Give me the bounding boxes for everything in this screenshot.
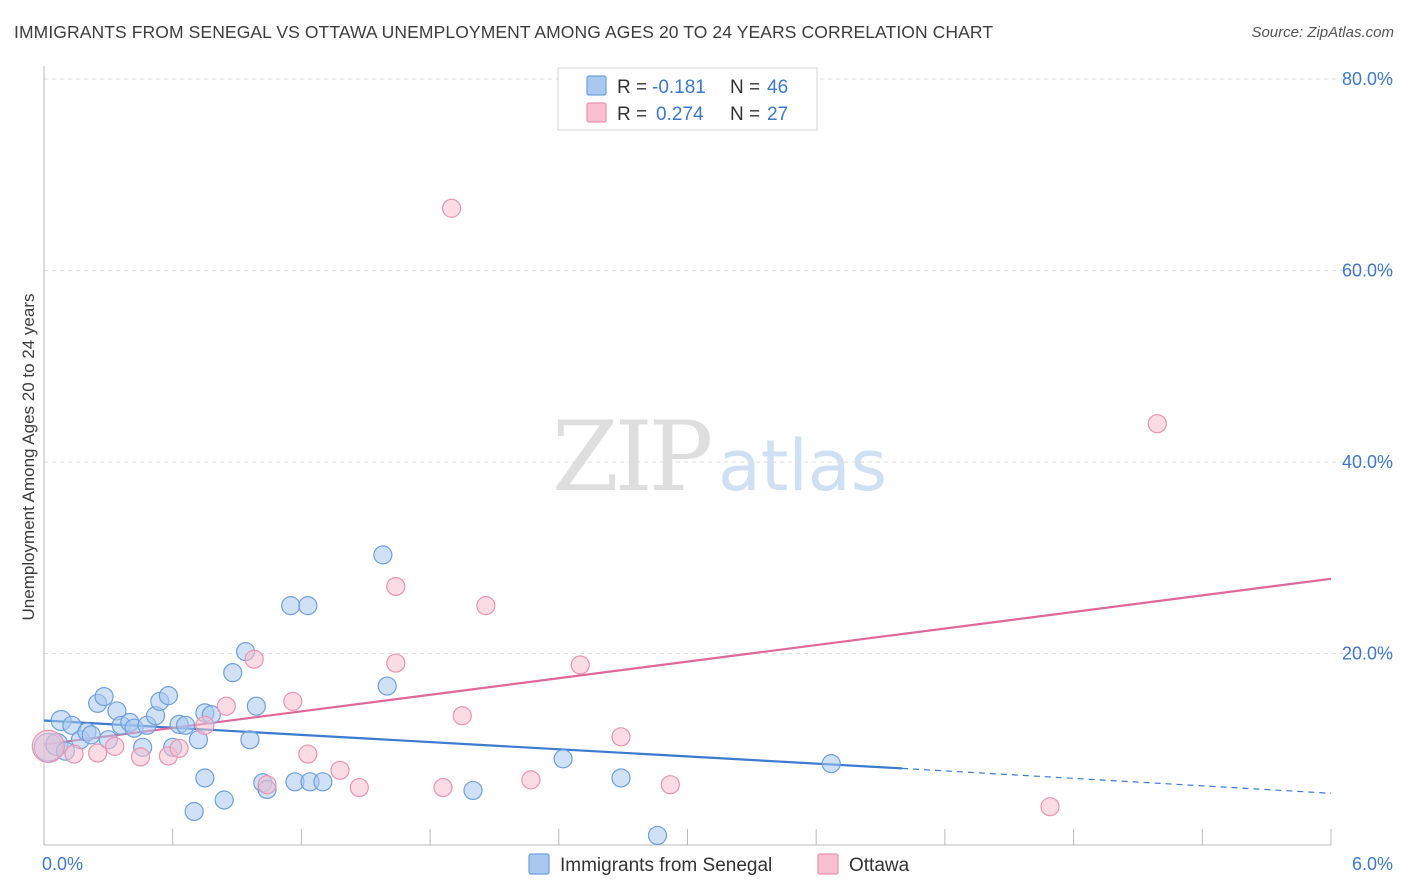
source-credit: Source: ZipAtlas.com	[1251, 24, 1394, 41]
senegal-point-45	[647, 825, 668, 846]
gridlines	[44, 78, 1392, 654]
ottawa-point-3	[105, 736, 125, 756]
senegal-point-25	[184, 801, 204, 822]
senegal-point-35	[281, 596, 301, 616]
x-tick-labels: 0.0% 6.0%	[42, 854, 1393, 874]
legend-r-label-senegal: R =	[617, 77, 647, 98]
legend-r-value-senegal: -0.181	[652, 77, 706, 98]
x-tick-label-1: 6.0%	[1352, 854, 1393, 874]
ottawa-point-9	[244, 649, 264, 669]
series-legend: Immigrants from Senegal Ottawa	[528, 853, 910, 876]
senegal-point-32	[246, 696, 266, 716]
ottawa-point-19	[452, 706, 472, 726]
chart-title: IMMIGRANTS FROM SENEGAL VS OTTAWA UNEMPL…	[14, 22, 994, 42]
legend-n-value-ottawa: 27	[767, 104, 788, 125]
ottawa-point-4	[130, 747, 151, 767]
ottawa-point-12	[298, 744, 318, 764]
senegal-point-42	[463, 780, 483, 801]
ottawa-point-2	[88, 743, 108, 763]
ottawa-point-21	[521, 770, 541, 790]
ottawa-point-8	[216, 696, 236, 716]
ottawa-point-13	[330, 760, 350, 780]
senegal-point-37	[298, 596, 318, 616]
legend-n-value-senegal: 46	[767, 77, 788, 98]
y-axis-label: Unemployment Among Ages 20 to 24 years	[19, 294, 38, 621]
ottawa-point-1	[64, 744, 84, 764]
ottawa-point-26	[1147, 414, 1167, 434]
ottawa-point-18	[441, 198, 462, 218]
stats-legend: R = -0.181 N = 46 R = 0.274 N = 27	[557, 67, 818, 131]
senegal-point-22	[175, 715, 196, 735]
y-tick-label-1: 40.0%	[1342, 452, 1393, 472]
ottawa-point-22	[570, 655, 590, 675]
senegal-point-39	[313, 772, 333, 792]
y-tick-labels: 20.0% 40.0% 60.0% 80.0%	[1342, 69, 1393, 664]
ottawa-point-16	[386, 576, 406, 597]
legend-r-label-ottawa: R =	[617, 104, 647, 125]
ottawa-point-25	[1040, 797, 1060, 817]
senegal-point-26	[195, 768, 215, 788]
ottawa-point-15	[386, 653, 406, 673]
y-tick-label-0: 20.0%	[1342, 644, 1393, 664]
legend-n-label-senegal: N =	[730, 77, 760, 98]
data-points	[31, 198, 1167, 846]
ottawa-point-23	[611, 727, 631, 747]
ottawa-point-14	[349, 777, 369, 798]
x-tick-label-0: 0.0%	[42, 854, 83, 874]
ottawa-point-0	[31, 729, 65, 763]
senegal-trend-extension	[901, 767, 1332, 794]
senegal-point-40	[373, 545, 393, 565]
trend-lines	[43, 577, 1332, 794]
senegal-point-43	[553, 749, 573, 769]
ottawa-point-24	[660, 775, 680, 795]
watermark-atlas: atlas	[718, 425, 887, 507]
ottawa-trend-line	[43, 577, 1332, 746]
legend-r-value-ottawa: 0.274	[656, 104, 704, 125]
axes	[43, 66, 1332, 846]
watermark-zip: ZIP	[552, 401, 711, 513]
legend-swatch-senegal	[586, 75, 607, 96]
legend-n-label-ottawa: N =	[730, 104, 760, 125]
senegal-point-41	[377, 676, 397, 696]
senegal-point-46	[821, 754, 841, 774]
senegal-point-7	[81, 725, 101, 745]
legend-swatch-ottawa	[586, 102, 607, 123]
legend-label-immigrants-from-senegal: Immigrants from Senegal	[560, 855, 772, 876]
y-tick-label-2: 60.0%	[1342, 261, 1393, 281]
senegal-point-9	[94, 686, 114, 707]
ottawa-point-7	[195, 715, 215, 735]
legend-label-ottawa: Ottawa	[849, 855, 910, 876]
senegal-point-31	[240, 730, 260, 750]
ottawa-point-10	[257, 775, 277, 795]
senegal-point-28	[214, 790, 234, 810]
ottawa-point-17	[433, 777, 453, 798]
y-tick-label-3: 80.0%	[1342, 69, 1393, 89]
ottawa-point-11	[283, 691, 303, 711]
legend-swatch-immigrants-from-senegal	[528, 853, 550, 875]
senegal-point-44	[611, 768, 631, 788]
senegal-point-29	[223, 663, 243, 683]
senegal-point-19	[158, 686, 179, 706]
watermark: ZIP atlas	[552, 401, 887, 513]
legend-swatch-ottawa-bottom	[817, 853, 839, 875]
ottawa-point-6	[169, 738, 189, 758]
ottawa-point-20	[476, 596, 496, 616]
